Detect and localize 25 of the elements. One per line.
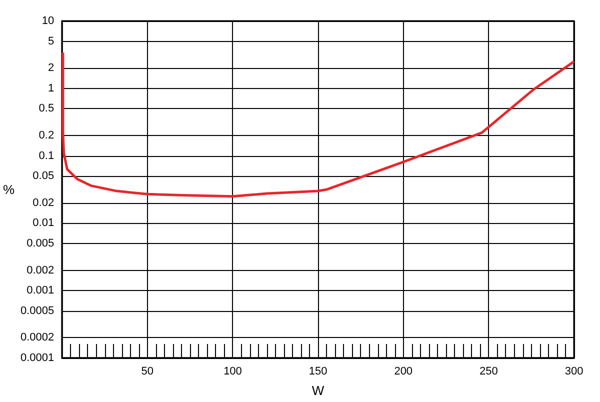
x-tick-label: 50 (141, 366, 154, 378)
x-tick-label: 250 (480, 366, 498, 378)
y-tick-label: 10 (42, 15, 54, 27)
y-tick-label: 0.05 (32, 170, 54, 182)
y-tick-label: 0.2 (38, 130, 54, 142)
y-tick-label: 0.0005 (20, 304, 54, 317)
y-tick-label: 0.01 (32, 217, 54, 230)
y-tick-label: 0.1 (38, 150, 54, 162)
y-tick-label: 1 (48, 82, 54, 94)
y-tick-label: 0.001 (26, 284, 54, 297)
y-tick-label: 0.0001 (20, 352, 54, 364)
x-tick-label: 300 (564, 366, 584, 378)
y-tick-label: 5 (48, 35, 54, 48)
x-tick-label: 150 (308, 366, 328, 378)
y-axis-title: % (2, 182, 15, 197)
y-tick-label: 0.0002 (20, 332, 54, 344)
y-tick-label: 0.002 (26, 264, 54, 276)
x-tick-label: 100 (224, 366, 242, 378)
y-tick-label: 2 (48, 62, 54, 74)
y-tick-label: 0.5 (38, 102, 54, 115)
y-tick-label: 0.005 (26, 237, 54, 250)
y-tick-label: 0.02 (32, 196, 54, 209)
x-axis-title: W (312, 383, 325, 398)
x-tick-label: 200 (394, 366, 413, 378)
line-series (62, 51, 576, 198)
